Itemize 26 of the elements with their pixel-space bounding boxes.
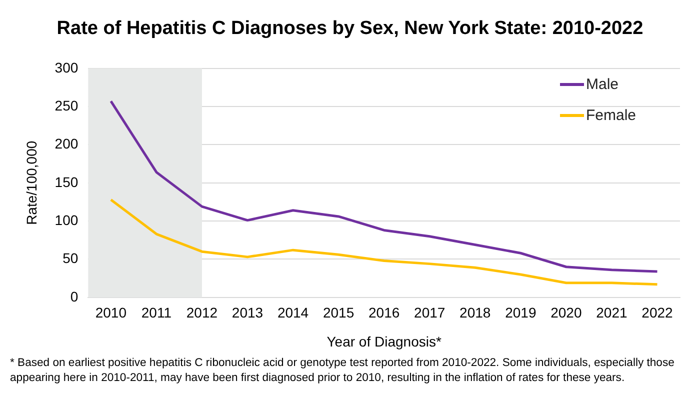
x-axis-title: Year of Diagnosis* <box>326 333 442 350</box>
x-tick-label: 2018 <box>460 304 491 321</box>
y-tick-label: 50 <box>62 250 78 266</box>
x-tick-label: 2010 <box>95 304 127 321</box>
y-tick-label: 0 <box>70 288 78 304</box>
x-tick-label: 2021 <box>596 304 628 321</box>
x-tick-label: 2019 <box>505 304 536 321</box>
x-tick-label: 2013 <box>232 304 264 321</box>
y-axis-title: Rate/100,000 <box>23 140 40 225</box>
x-tick-label: 2017 <box>414 304 446 321</box>
x-tick-label: 2012 <box>186 304 218 321</box>
x-tick-label: 2015 <box>322 304 354 321</box>
x-tick-label: 2011 <box>141 304 172 321</box>
legend-label: Female <box>586 107 636 124</box>
x-tick-label: 2014 <box>277 304 309 321</box>
chart-title: Rate of Hepatitis C Diagnoses by Sex, New York State: 2010-2022 <box>56 18 644 40</box>
y-tick-label: 200 <box>54 136 78 152</box>
y-tick-label: 250 <box>54 97 78 114</box>
y-tick-label: 300 <box>54 59 78 76</box>
x-tick-label: 2022 <box>642 304 674 321</box>
x-tick-label: 2020 <box>550 304 582 321</box>
x-tick-label: 2016 <box>368 304 400 321</box>
text: * Based on earliest positive hepatitis C ribonucleic acid or genotype test reported from 2010-2022. Some individuals, especially those appearing here in 2010-2011, may have been first diagnosed prior to 2010, resulting in the inflation of rates for these years. <box>10 356 676 386</box>
y-tick-label: 150 <box>54 174 78 190</box>
legend-label: Male <box>586 76 619 94</box>
y-tick-label: 100 <box>54 212 78 228</box>
